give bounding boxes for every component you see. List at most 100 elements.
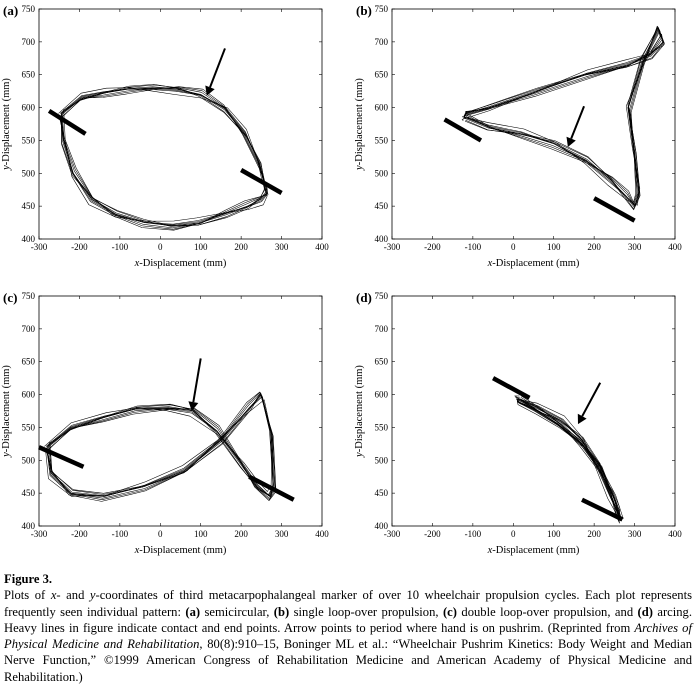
cycle-trace — [515, 397, 620, 518]
contact-point-line — [38, 445, 85, 469]
y-tick-label: 450 — [375, 488, 389, 498]
y-tick-label: 550 — [22, 422, 36, 432]
cycle-trace — [45, 396, 274, 497]
cycle-trace — [464, 27, 664, 208]
y-tick-label: 600 — [375, 103, 389, 113]
y-tick-label: 600 — [22, 390, 36, 400]
cycle-trace — [516, 398, 624, 519]
y-tick-label: 400 — [375, 521, 389, 531]
cycle-trace — [58, 87, 268, 222]
cycle-trace — [464, 28, 664, 207]
x-tick-label: 300 — [628, 529, 642, 539]
pushrim-arrow-shaft — [192, 358, 202, 403]
caption-title: Figure 3. — [4, 572, 53, 586]
x-tick-label: 200 — [234, 242, 248, 252]
x-tick-label: 400 — [315, 529, 329, 539]
panel-b: (b) -300 -200 -100 0 100 200 300 400 400 450 500 550… — [354, 3, 682, 269]
caption-label-a: (a) — [185, 604, 201, 619]
cycle-trace — [61, 84, 265, 226]
x-tick-label: 300 — [628, 242, 642, 252]
y-tick-label: 500 — [22, 455, 36, 465]
x-tick-label: -200 — [424, 529, 441, 539]
cycle-trace — [517, 400, 621, 521]
cycle-trace — [60, 88, 268, 225]
x-tick-label: 200 — [587, 242, 601, 252]
x-tick-label: 300 — [275, 529, 289, 539]
y-tick-label: 650 — [22, 357, 36, 367]
plot-frame — [391, 8, 676, 240]
contact-point-line — [443, 117, 483, 143]
y-tick-label: 400 — [375, 234, 389, 244]
cycle-trace — [59, 86, 268, 230]
x-axis-label: x-Displacement (mm) — [487, 258, 580, 269]
y-tick-label: 650 — [22, 70, 36, 80]
x-tick-label: -200 — [424, 242, 441, 252]
y-tick-label: 650 — [375, 70, 389, 80]
cycle-trace — [517, 398, 622, 519]
x-tick-label: 100 — [194, 242, 208, 252]
y-tick-label: 600 — [22, 103, 36, 113]
x-tick-label: -100 — [112, 529, 129, 539]
contact-point-line — [47, 108, 87, 136]
x-tick-label: -300 — [31, 242, 48, 252]
y-tick-label: 750 — [375, 291, 389, 301]
caption-journal: Archives of Physical Medicine and Rehabi… — [4, 620, 692, 652]
panel-label: (d) — [356, 290, 372, 305]
y-tick-label: 700 — [22, 324, 36, 334]
x-tick-label: 200 — [587, 529, 601, 539]
y-tick-label: 650 — [375, 357, 389, 367]
y-tick-label: 500 — [375, 455, 389, 465]
y-tick-label: 500 — [375, 168, 389, 178]
caption-label-d: (d) — [637, 604, 653, 619]
x-tick-label: 300 — [275, 242, 289, 252]
x-tick-label: 0 — [511, 242, 516, 252]
cycle-trace — [465, 26, 663, 206]
cycle-trace — [463, 27, 665, 211]
x-tick-label: 0 — [158, 529, 163, 539]
cycle-trace — [58, 86, 269, 231]
panel-label: (b) — [356, 3, 372, 18]
end-point-line — [248, 474, 295, 502]
x-tick-label: 100 — [547, 242, 561, 252]
end-point-line — [581, 497, 624, 522]
cycle-trace — [60, 88, 267, 226]
caption-text-c: double loop-over propulsion, and — [456, 604, 638, 619]
pushrim-arrow-head — [205, 85, 215, 96]
cycle-trace — [46, 392, 274, 498]
cycle-trace — [463, 30, 664, 206]
y-axis-label: y-Displacement (mm) — [354, 365, 365, 458]
y-tick-label: 500 — [22, 168, 36, 178]
x-tick-label: 0 — [158, 242, 163, 252]
caption-text-6: , 80(8):910–15, Boninger ML et al.: “Whe… — [4, 637, 692, 684]
x-tick-label: -100 — [465, 529, 482, 539]
panel-c: (c) -300 -200 -100 0 100 200 300 400 400 450 500 550… — [1, 290, 329, 556]
end-point-line — [240, 168, 283, 195]
pushrim-arrow-shaft — [581, 382, 602, 417]
pushrim-arrow-head — [188, 401, 199, 411]
cycle-trace — [465, 26, 662, 205]
panel-a: (a) -300 -200 -100 0 100 200 300 400 400 450 500 550… — [1, 3, 329, 269]
cycle-trace — [61, 86, 266, 227]
cycle-trace — [514, 395, 621, 516]
x-tick-label: 400 — [668, 529, 682, 539]
pushrim-arrow-head — [566, 136, 576, 147]
cycle-trace — [518, 402, 620, 524]
y-tick-label: 700 — [375, 324, 389, 334]
caption-label-c: (c) — [442, 604, 457, 619]
figure-plots: (a) -300 -200 -100 0 100 200 300 400 400 450 500 550… — [1, 3, 682, 556]
y-tick-label: 550 — [375, 422, 389, 432]
pushrim-arrow-shaft — [209, 48, 226, 88]
pushrim-arrow-head — [577, 413, 587, 425]
plot-frame — [391, 295, 676, 527]
cycle-trace — [465, 25, 661, 203]
x-tick-label: 400 — [315, 242, 329, 252]
plot-frame — [38, 8, 323, 240]
caption-y-var: y — [89, 588, 96, 603]
cycle-trace — [44, 399, 273, 497]
y-tick-label: 750 — [375, 4, 389, 14]
panel-label: (c) — [3, 290, 17, 305]
y-tick-label: 700 — [22, 37, 36, 47]
caption-text-3: - and — [56, 588, 90, 603]
cycle-trace — [463, 29, 664, 207]
x-tick-label: 100 — [547, 529, 561, 539]
